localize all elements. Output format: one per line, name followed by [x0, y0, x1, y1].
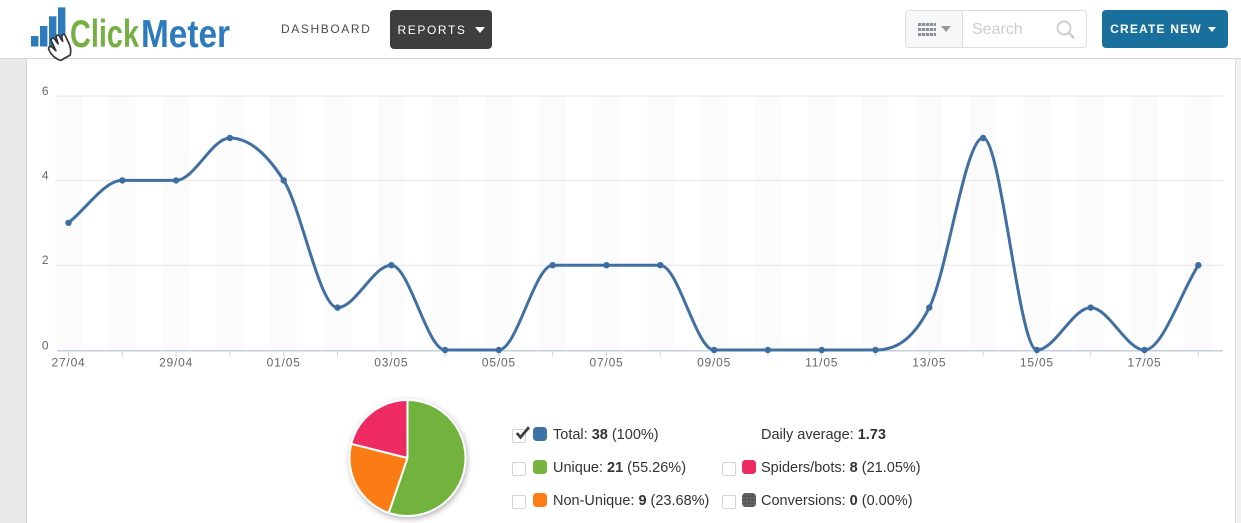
svg-text:13/05: 13/05	[912, 356, 946, 370]
svg-text:6: 6	[42, 84, 49, 98]
svg-text:01/05: 01/05	[267, 356, 301, 370]
svg-text:17/05: 17/05	[1127, 356, 1161, 370]
svg-text:Click: Click	[70, 13, 139, 56]
svg-text:09/05: 09/05	[697, 356, 731, 370]
svg-text:2: 2	[42, 253, 49, 267]
svg-text:29/04: 29/04	[159, 356, 193, 370]
svg-text:15/05: 15/05	[1020, 356, 1054, 370]
svg-text:11/05: 11/05	[805, 356, 838, 370]
svg-text:27/04: 27/04	[51, 356, 85, 370]
svg-text:0: 0	[42, 339, 49, 353]
svg-text:Meter: Meter	[141, 13, 230, 56]
svg-text:03/05: 03/05	[374, 356, 408, 370]
svg-text:4: 4	[42, 168, 49, 182]
svg-text:07/05: 07/05	[589, 356, 623, 370]
svg-text:05/05: 05/05	[482, 356, 516, 370]
